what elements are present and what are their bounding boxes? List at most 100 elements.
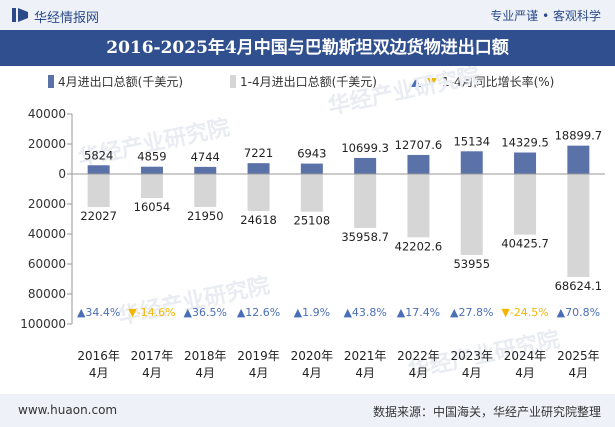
legend-down-icon	[427, 78, 437, 87]
y-tick-label: 20000	[28, 197, 66, 211]
bar-cumulative	[87, 174, 110, 208]
y-tick-label: 60000	[28, 257, 66, 271]
label-cumulative: 25108	[294, 214, 331, 228]
label-month: 4744	[191, 150, 220, 164]
bar-month	[407, 154, 430, 174]
label-growth-rate: ▲17.4%	[397, 306, 440, 319]
x-tick-label: 4月	[409, 366, 429, 380]
legend-label-0: 4月进出口总额(千美元)	[58, 75, 183, 89]
slogan: 专业严谨 • 客观科学	[490, 9, 601, 23]
label-cumulative: 68624.1	[555, 279, 603, 293]
label-growth-rate: ▲1.9%	[294, 306, 330, 319]
y-tick-label: 80000	[28, 287, 66, 301]
logo-icon	[12, 8, 28, 22]
title-bar: 2016-2025年4月中国与巴勒斯坦双边货物进出口额	[0, 30, 615, 66]
y-tick-label: 100000	[20, 317, 66, 331]
top-bar: 华经情报网 专业严谨 • 客观科学	[0, 0, 615, 30]
bar-month	[194, 166, 217, 174]
y-tick-label: 40000	[28, 227, 66, 241]
x-tick-label: 4月	[302, 366, 322, 380]
label-cumulative: 35958.7	[341, 230, 389, 244]
label-cumulative: 53955	[453, 257, 490, 271]
x-tick-label: 4月	[515, 366, 535, 380]
x-tick-label: 4月	[142, 366, 162, 380]
x-tick-label: 2024年	[504, 349, 547, 363]
bar-month	[300, 163, 323, 174]
bar-cumulative	[514, 174, 537, 235]
legend-swatch-1	[230, 75, 236, 88]
x-tick-label: 2019年	[237, 349, 280, 363]
legend: 4月进出口总额(千美元) 1-4月进出口总额(千美元) 1-4月同比增长率(%)	[48, 74, 554, 89]
bars	[72, 145, 605, 277]
label-cumulative: 40425.7	[501, 237, 549, 251]
x-tick-label: 4月	[89, 366, 109, 380]
label-cumulative: 16054	[134, 200, 171, 214]
x-tick-label: 2025年	[557, 349, 600, 363]
label-cumulative: 42202.6	[395, 239, 443, 253]
x-tick-label: 2018年	[184, 349, 227, 363]
bar-cumulative	[460, 174, 483, 255]
y-tick-label: 40000	[28, 107, 66, 121]
x-tick-label: 4月	[569, 366, 589, 380]
label-month: 15134	[453, 134, 490, 148]
chart: 4月进出口总额(千美元) 1-4月进出口总额(千美元) 1-4月同比增长率(%) 华…	[20, 66, 605, 384]
bar-month	[87, 165, 110, 174]
label-growth-rate: ▼-24.5%	[501, 306, 548, 319]
y-tick-label: 0	[58, 167, 66, 181]
label-cumulative: 22027	[80, 209, 117, 223]
x-tick-label: 4月	[195, 366, 215, 380]
label-month: 14329.5	[501, 136, 549, 150]
label-month: 4859	[137, 150, 166, 164]
y-axis: 40000 20000 0 20000 40000 60000 80000 100000	[20, 107, 73, 331]
chart-title: 2016-2025年4月中国与巴勒斯坦双边货物进出口额	[106, 38, 509, 58]
x-tick-label: 2023年	[450, 349, 493, 363]
label-cumulative: 24618	[240, 213, 277, 227]
data-source: 数据来源：中国海关，华经产业研究院整理	[372, 405, 601, 419]
legend-swatch-0	[48, 75, 54, 88]
bar-month	[567, 145, 590, 174]
data-labels: 5824 22027 ▲34.4% 4859 16054 ▼-14.6% 4744 21950…	[77, 129, 602, 319]
bar-month	[140, 166, 163, 174]
bar-cumulative	[300, 174, 323, 212]
label-growth-rate: ▼-14.6%	[128, 306, 175, 319]
label-growth-rate: ▲12.6%	[237, 306, 280, 319]
bottom-bar: www.huaon.com 数据来源：中国海关，华经产业研究院整理	[0, 394, 615, 427]
label-growth-rate: ▲36.5%	[184, 306, 227, 319]
bar-month	[514, 152, 537, 174]
bar-cumulative	[354, 174, 377, 228]
bar-cumulative	[140, 174, 163, 199]
website-url: www.huaon.com	[18, 403, 118, 417]
x-tick-label: 2016年	[77, 349, 120, 363]
label-month: 5824	[84, 148, 113, 162]
x-tick-label: 2021年	[344, 349, 387, 363]
bar-cumulative	[567, 174, 590, 277]
label-growth-rate: ▲70.8%	[557, 306, 600, 319]
x-tick-label: 2017年	[131, 349, 174, 363]
bar-cumulative	[194, 174, 217, 207]
label-growth-rate: ▲43.8%	[343, 306, 386, 319]
bar-month	[354, 157, 377, 174]
label-growth-rate: ▲27.8%	[450, 306, 493, 319]
label-month: 10699.3	[341, 141, 389, 155]
x-tick-label: 2020年	[291, 349, 334, 363]
legend-label-2: 1-4月同比增长率(%)	[442, 74, 554, 89]
legend-up-icon	[411, 78, 421, 87]
x-tick-label: 4月	[462, 366, 482, 380]
label-cumulative: 21950	[187, 209, 224, 223]
x-tick-label: 4月	[249, 366, 269, 380]
x-tick-label: 2022年	[397, 349, 440, 363]
bar-cumulative	[247, 174, 270, 211]
y-tick-label: 20000	[28, 137, 66, 151]
watermark-text: 华经产业研究院	[116, 272, 272, 329]
label-month: 18899.7	[555, 129, 603, 143]
label-month: 6943	[297, 147, 326, 161]
label-month: 12707.6	[395, 138, 443, 152]
legend-label-1: 1-4月进出口总额(千美元)	[240, 75, 377, 89]
x-axis: 2016年 4月 2017年 4月 2018年 4月 2019年 4月 2020年 4月 2021年…	[77, 349, 599, 380]
bar-month	[460, 151, 483, 174]
label-month: 7221	[244, 146, 273, 160]
x-tick-label: 4月	[355, 366, 375, 380]
label-growth-rate: ▲34.4%	[77, 306, 120, 319]
bar-cumulative	[407, 174, 430, 238]
